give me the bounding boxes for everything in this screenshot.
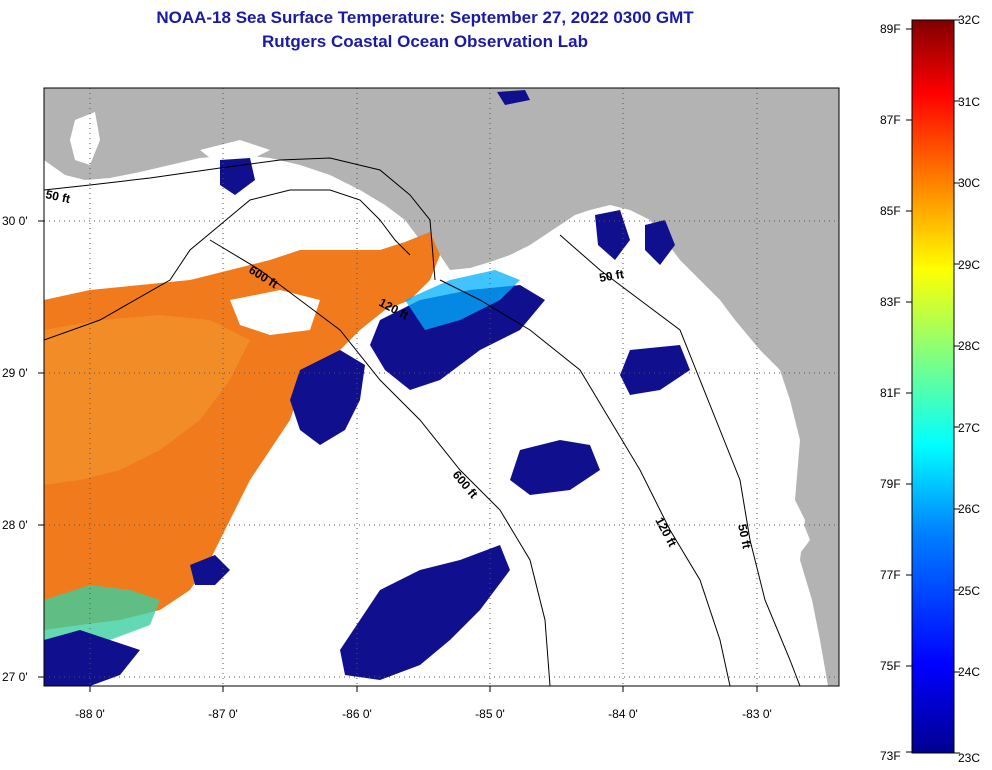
cool-water-patch [497, 90, 530, 105]
colorbar-f-label: 87F [880, 113, 901, 127]
colorbar-c-label: 31C [958, 95, 980, 109]
warm-water-region [44, 315, 250, 485]
cool-water-patch [340, 545, 510, 680]
colorbar-c-label: 24C [958, 665, 980, 679]
cool-water-patch [595, 210, 630, 260]
contour-label: 50 ft [735, 523, 754, 550]
contour-label: 50 ft [598, 267, 625, 285]
lon-tick-label: -86 0' [342, 707, 372, 721]
colorbar-ticks [906, 19, 960, 754]
contour-50ft-west [44, 157, 436, 281]
colorbar-c-label: 30C [958, 176, 980, 190]
bay [70, 112, 100, 165]
lon-tick-label: -84 0' [608, 707, 638, 721]
map-subtitle: Rutgers Coastal Ocean Observation Lab [262, 32, 588, 51]
tick-marks [38, 220, 758, 692]
colorbar-c-label: 23C [958, 751, 980, 765]
colorbar-c-label: 25C [958, 584, 980, 598]
cool-water-patch [645, 220, 675, 265]
colorbar-c-label: 32C [958, 13, 980, 27]
lat-tick-label: 30 0' [2, 214, 28, 228]
contour-600ft-main [209, 239, 551, 686]
colorbar-c-label: 27C [958, 421, 980, 435]
colorbar-f-label: 83F [880, 295, 901, 309]
mixed-water [405, 270, 520, 330]
map-title: NOAA-18 Sea Surface Temperature: Septemb… [156, 8, 694, 27]
colorbar [911, 19, 955, 754]
cool-water-patch [190, 555, 230, 585]
cool-water-patch [510, 440, 600, 495]
lon-tick-label: -83 0' [742, 707, 772, 721]
contour-50ft-east [559, 234, 801, 686]
contour-600ft-west [44, 189, 411, 341]
lon-tick-label: -88 0' [75, 707, 105, 721]
plot-frame [43, 87, 840, 687]
lon-tick-label: -85 0' [475, 707, 505, 721]
lat-tick-label: 27 0' [2, 670, 28, 684]
lon-tick-label: -87 0' [208, 707, 238, 721]
land-mass [44, 88, 839, 686]
cool-water-patch [290, 350, 365, 445]
contour-120ft [439, 279, 731, 686]
colorbar-c-label: 28C [958, 339, 980, 353]
colorbar-f-label: 75F [880, 659, 901, 673]
colorbar-f-label: 89F [880, 22, 901, 36]
colorbar-f-label: 73F [880, 749, 901, 763]
bathymetry-contours [44, 157, 801, 686]
colorbar-f-label: 77F [880, 568, 901, 582]
colorbar-f-label: 85F [880, 204, 901, 218]
contour-label: 50 ft [44, 187, 71, 206]
cloud-patch [230, 290, 320, 335]
cool-water-patch [44, 630, 140, 686]
colorbar-f-label: 79F [880, 477, 901, 491]
lat-tick-label: 29 0' [2, 366, 28, 380]
colorbar-c-label: 26C [958, 502, 980, 516]
colorbar-c-label: 29C [958, 258, 980, 272]
lat-tick-label: 28 0' [2, 518, 28, 532]
bay [200, 140, 270, 162]
cloud-patch [44, 230, 210, 285]
cool-water-patch [620, 345, 690, 395]
bay [780, 515, 810, 560]
colorbar-f-label: 81F [880, 386, 901, 400]
